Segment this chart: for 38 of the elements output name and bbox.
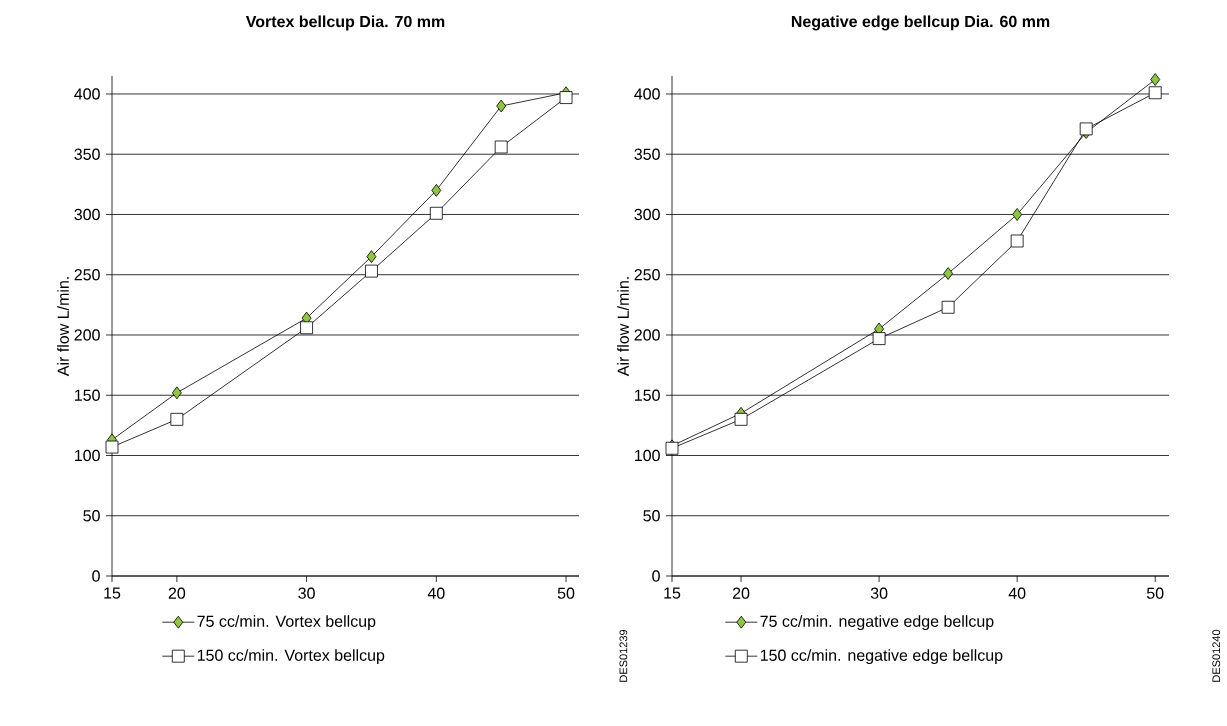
y-tick-label: 300 bbox=[74, 208, 100, 221]
x-tick-label: 40 bbox=[1008, 587, 1026, 599]
x-tick-label: 30 bbox=[298, 587, 315, 599]
x-tick-label: 20 bbox=[732, 587, 750, 599]
y-tick-label: 150 bbox=[74, 389, 100, 401]
text: DES01240 bbox=[1212, 629, 1221, 682]
y-tick-label: 400 bbox=[74, 88, 100, 100]
y-tick-label: 150 bbox=[635, 389, 660, 401]
x-tick-label: 15 bbox=[664, 587, 681, 599]
legend-label: 75 cc/min. Vortex bellcup bbox=[197, 615, 376, 631]
y-tick-label: 350 bbox=[74, 148, 100, 160]
x-tick-label: 30 bbox=[870, 587, 888, 599]
y-tick-label: 200 bbox=[74, 329, 100, 341]
x-tick-label: 40 bbox=[427, 587, 445, 599]
x-tick-label: 50 bbox=[557, 587, 575, 599]
x-tick-label: 15 bbox=[104, 587, 121, 599]
x-tick-label: 50 bbox=[1146, 587, 1164, 599]
legend-label: 150 cc/min. Vortex bellcup bbox=[197, 649, 385, 665]
y-axis-title: Air flow L/min. bbox=[617, 277, 629, 377]
y-axis-title: Air flow L/min. bbox=[57, 277, 69, 377]
text: DES01239 bbox=[619, 629, 628, 682]
y-tick-label: 50 bbox=[643, 510, 660, 522]
y-tick-label: 400 bbox=[634, 88, 660, 100]
y-tick-label: 0 bbox=[92, 570, 100, 582]
y-tick-label: 300 bbox=[634, 208, 660, 221]
legend-label: 75 cc/min. negative edge bellcup bbox=[760, 615, 994, 631]
chart-title: Vortex bellcup Dia. 70 mm bbox=[245, 15, 445, 31]
legend-label: 150 cc/min. negative edge bellcup bbox=[760, 649, 1003, 665]
y-tick-label: 0 bbox=[652, 570, 660, 582]
y-tick-label: 200 bbox=[634, 329, 660, 341]
y-tick-label: 250 bbox=[634, 269, 660, 281]
y-tick-label: 50 bbox=[83, 510, 100, 522]
y-tick-label: 250 bbox=[74, 269, 100, 281]
x-tick-label: 20 bbox=[168, 587, 186, 599]
y-tick-label: 350 bbox=[634, 148, 660, 160]
chart-title: Negative edge bellcup Dia. 60 mm bbox=[791, 15, 1050, 31]
y-tick-label: 100 bbox=[635, 449, 660, 462]
y-tick-label: 100 bbox=[74, 449, 100, 462]
